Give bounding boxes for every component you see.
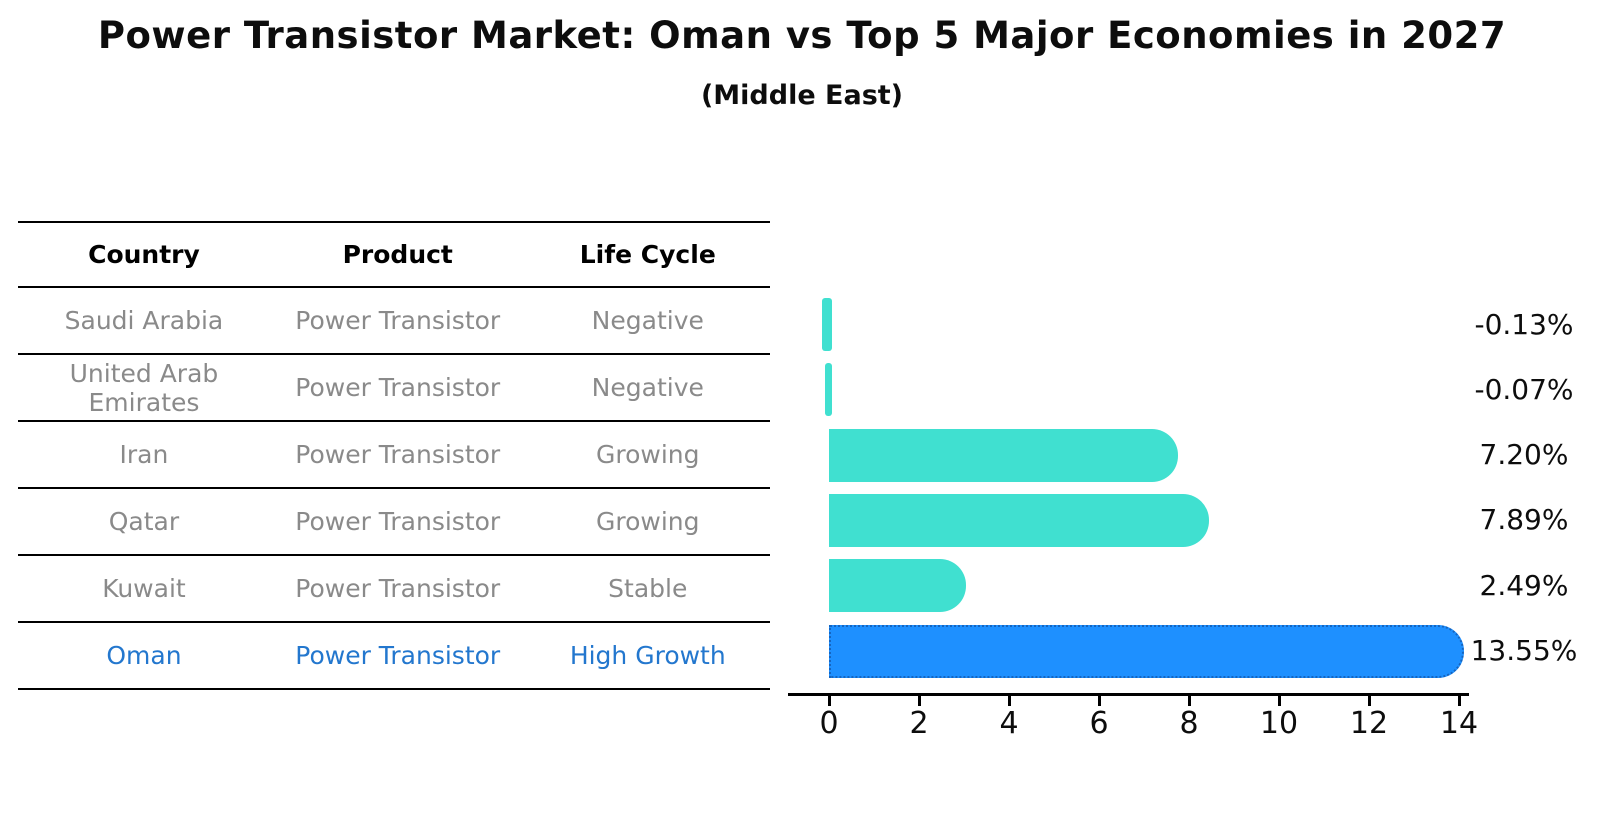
country-cell: Kuwait: [102, 574, 186, 603]
x-axis-tick: [827, 696, 831, 706]
country-table: Country Product Life Cycle Saudi Arabia …: [18, 221, 770, 690]
x-axis-tick-label: 2: [909, 706, 929, 741]
product-cell: Power Transistor: [295, 507, 501, 536]
bar-value-label: 7.20%: [1479, 438, 1569, 472]
x-axis-tick: [1097, 696, 1101, 706]
bar-value-label: 2.49%: [1479, 568, 1569, 602]
country-cell: United Arab Emirates: [69, 358, 219, 417]
lifecycle-cell: Negative: [591, 373, 704, 402]
col-header-lifecycle: Life Cycle: [579, 240, 716, 269]
x-axis-tick-label: 8: [1179, 706, 1199, 741]
product-cell: Power Transistor: [295, 306, 501, 335]
bar-value-label: -0.13%: [1474, 307, 1574, 341]
x-axis-tick-label: 14: [1439, 706, 1479, 741]
x-axis-tick: [1007, 696, 1011, 706]
x-axis-tick: [1277, 696, 1281, 706]
country-cell: Iran: [119, 440, 169, 469]
col-header-country: Country: [88, 240, 200, 269]
chart-title: Power Transistor Market: Oman vs Top 5 M…: [97, 14, 1507, 57]
lifecycle-cell: Growing: [596, 440, 700, 469]
table-row-iran: Iran Power Transistor Growing: [18, 422, 770, 489]
bar-kuwait: [829, 559, 967, 613]
country-cell: Saudi Arabia: [64, 306, 224, 335]
x-axis-tick-label: 6: [1089, 706, 1109, 741]
x-axis-line: [788, 693, 1469, 696]
col-header-product: Product: [342, 240, 453, 269]
table-row-oman-highlighted: Oman Power Transistor High Growth: [18, 623, 770, 690]
table-row-kuwait: Kuwait Power Transistor Stable: [18, 556, 770, 623]
lifecycle-cell: High Growth: [569, 641, 726, 670]
country-cell: Oman: [106, 641, 182, 670]
bar-value-label: 7.89%: [1479, 503, 1569, 537]
x-axis-tick: [917, 696, 921, 706]
x-axis-tick: [1457, 696, 1461, 706]
bar-value-label: 13.55%: [1470, 634, 1578, 667]
x-axis-tick: [1187, 696, 1191, 706]
table-header-row: Country Product Life Cycle: [18, 223, 770, 288]
table-row-qatar: Qatar Power Transistor Growing: [18, 489, 770, 556]
lifecycle-cell: Growing: [596, 507, 700, 536]
product-cell: Power Transistor: [295, 641, 501, 670]
x-axis-tick-label: 12: [1349, 706, 1389, 741]
bar-saudi-arabia: [822, 298, 832, 351]
x-axis-tick-label: 4: [999, 706, 1019, 741]
bar-iran: [829, 428, 1178, 482]
table-row-uae: United Arab Emirates Power Transistor Ne…: [18, 355, 770, 422]
x-axis-tick: [1367, 696, 1371, 706]
lifecycle-cell: Negative: [591, 306, 704, 335]
product-cell: Power Transistor: [295, 574, 501, 603]
bar-value-label: -0.07%: [1474, 372, 1574, 406]
product-cell: Power Transistor: [295, 440, 501, 469]
country-cell: Qatar: [108, 507, 180, 536]
product-cell: Power Transistor: [295, 373, 501, 402]
bar-qatar: [829, 493, 1210, 547]
chart-subtitle: (Middle East): [700, 80, 904, 111]
bar-oman-highlight: [829, 624, 1464, 678]
lifecycle-cell: Stable: [608, 574, 688, 603]
table-row-saudi-arabia: Saudi Arabia Power Transistor Negative: [18, 288, 770, 355]
x-axis-tick-label: 10: [1259, 706, 1299, 741]
x-axis-tick-label: 0: [819, 706, 839, 741]
bar-uae: [824, 363, 832, 417]
